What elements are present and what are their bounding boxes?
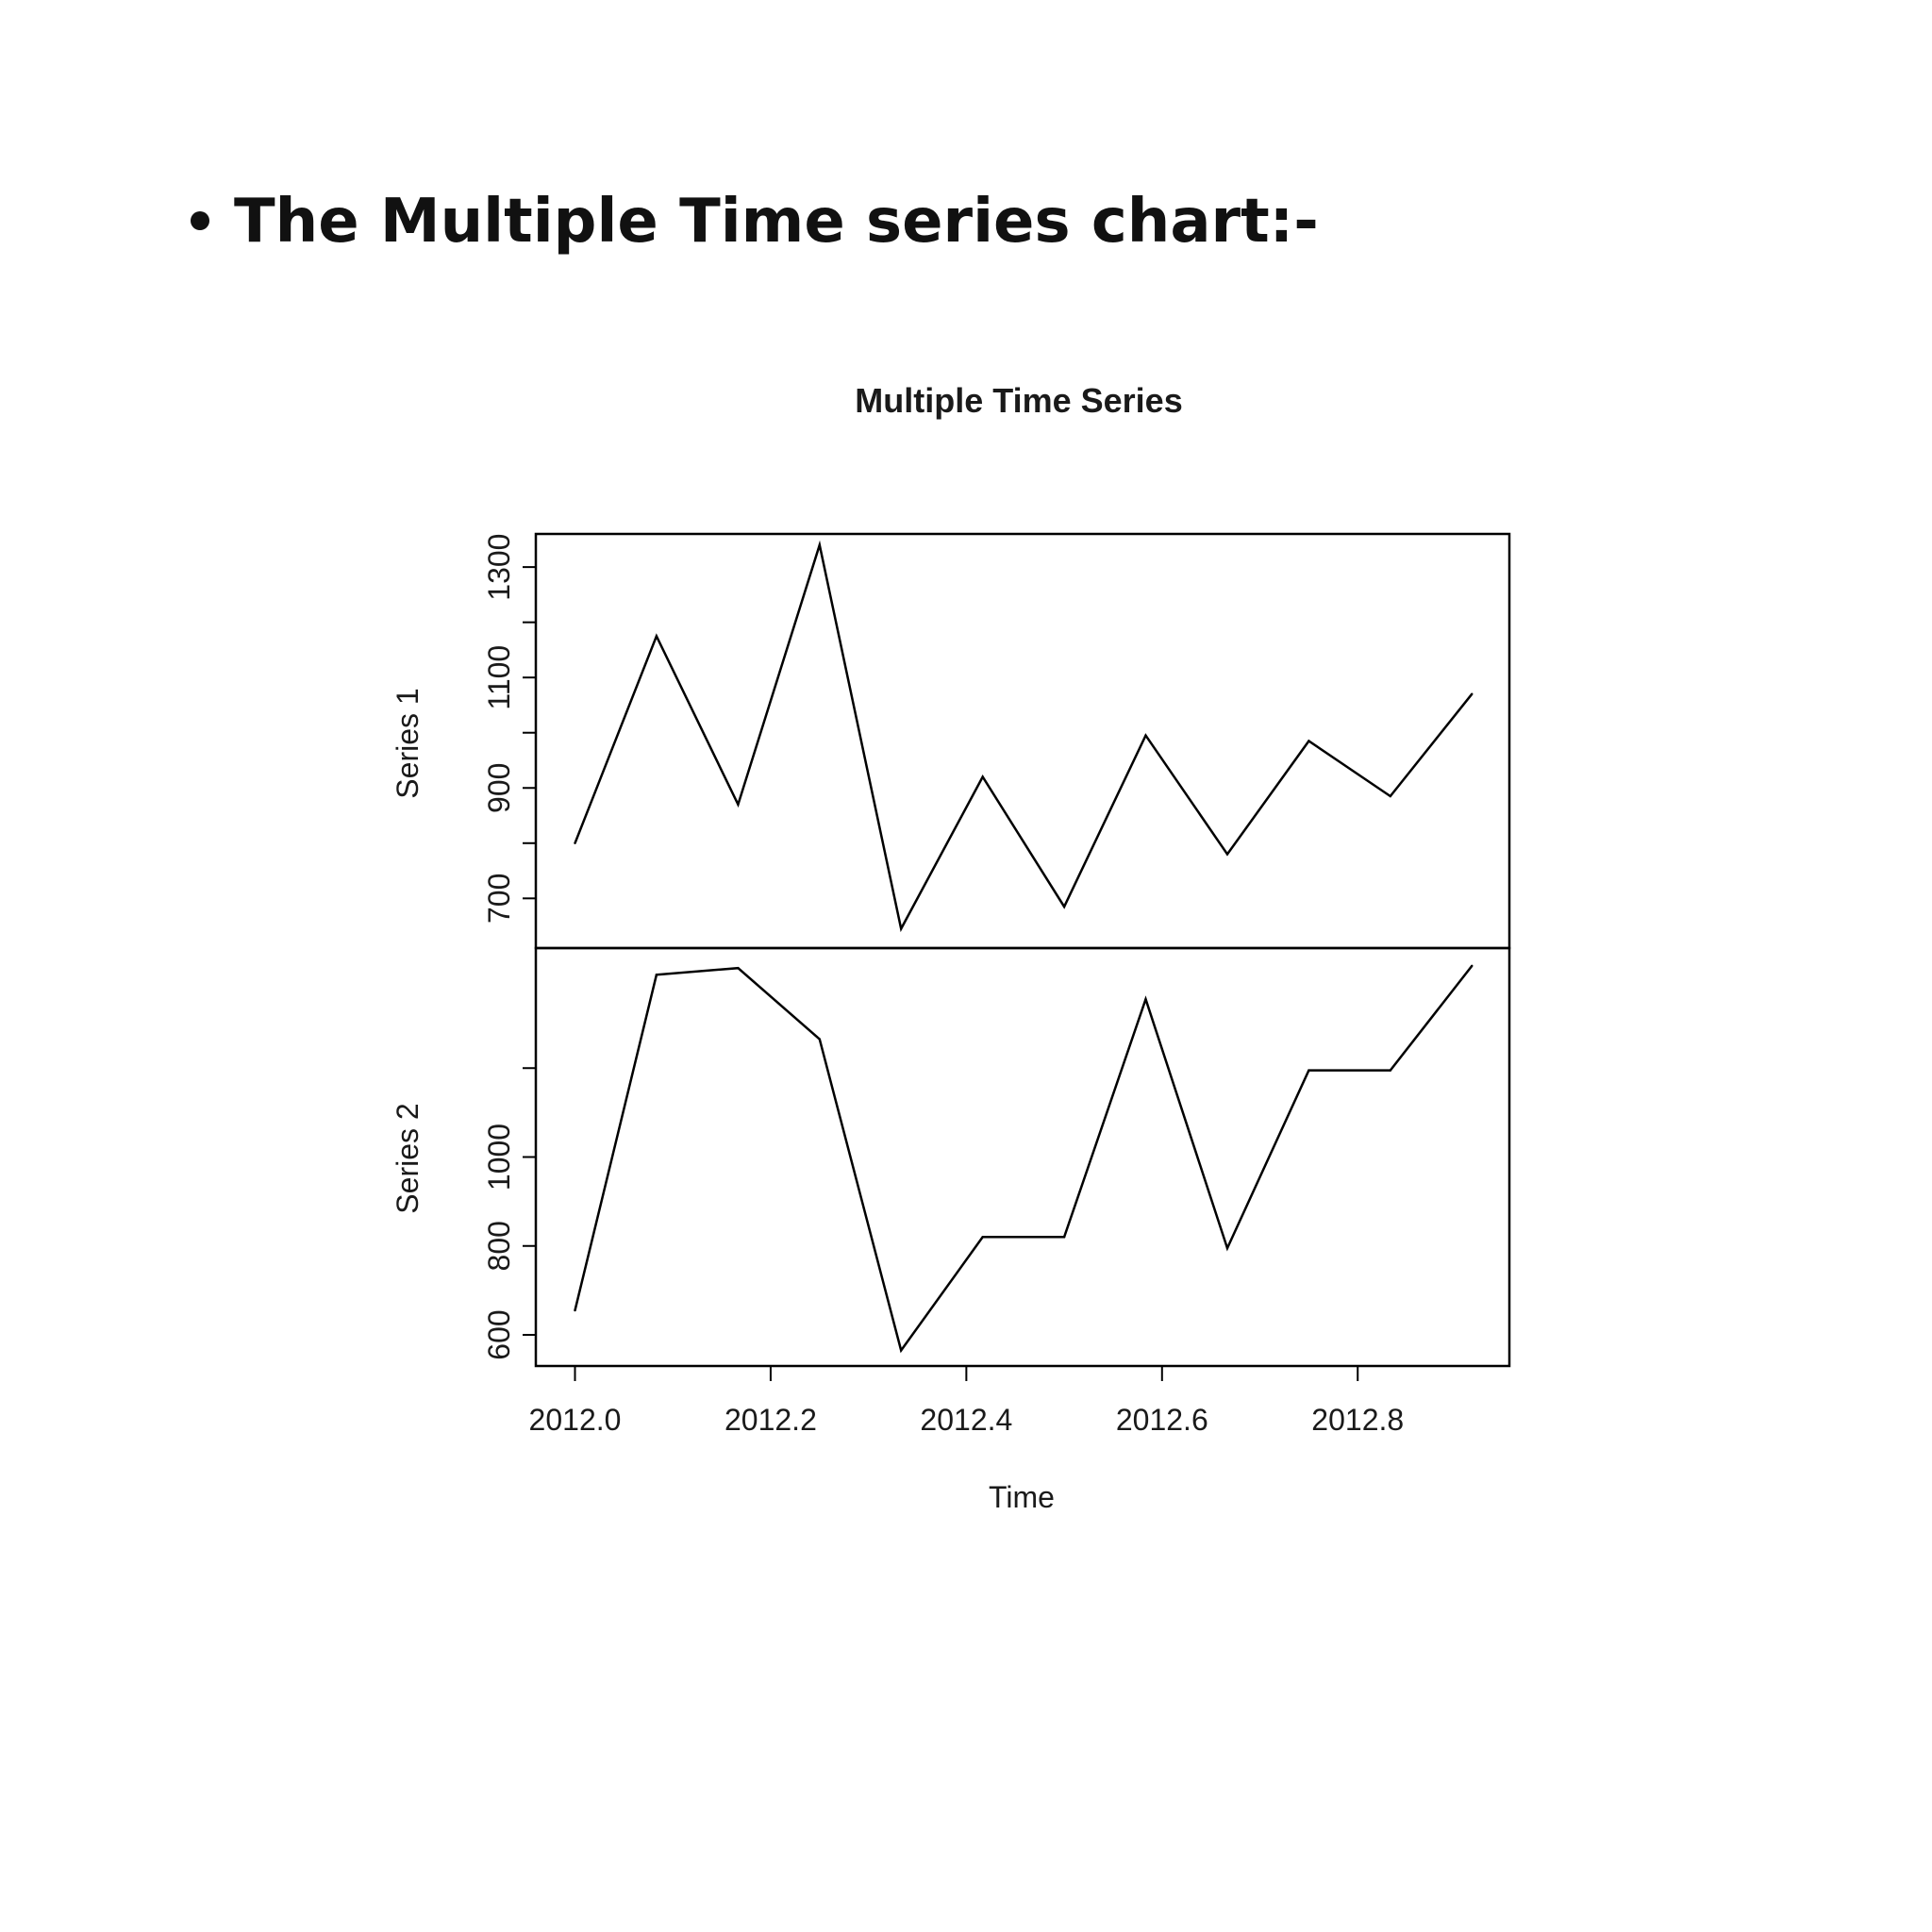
series-1-point xyxy=(981,775,984,778)
series-1-point xyxy=(1471,692,1474,695)
chart-title: Multiple Time Series xyxy=(855,381,1182,420)
series-1-y-tick-label: 1300 xyxy=(482,534,516,601)
series-1-point xyxy=(1225,853,1229,856)
series-1-panel-frame xyxy=(534,532,1511,950)
heading-bullet-item: The Multiple Time series chart:- xyxy=(191,187,1319,257)
series-2-point xyxy=(981,1236,984,1239)
x-tick-label: 2012.2 xyxy=(724,1403,817,1437)
series-1-point xyxy=(655,635,658,638)
series-2-point xyxy=(1389,1069,1391,1072)
series-1-point xyxy=(899,927,903,930)
series-1-point xyxy=(1389,794,1391,798)
series-2-point xyxy=(574,1308,576,1312)
bullet-icon xyxy=(191,210,209,230)
x-tick-label: 2012.4 xyxy=(920,1403,1012,1437)
series-1-point xyxy=(737,803,740,807)
series-2-line xyxy=(574,965,1474,1354)
chart-marks: 700 900 1100 1300 600 800 1000 2012.0 2012.2 2012… xyxy=(482,532,1511,1437)
series-1-point xyxy=(1144,734,1147,737)
series-2-panel-frame xyxy=(534,946,1511,1368)
heading-text: The Multiple Time series chart:- xyxy=(234,187,1319,257)
series-1-point xyxy=(1062,905,1066,908)
x-axis-label: Time xyxy=(989,1480,1055,1514)
series-2-point xyxy=(1144,997,1147,1001)
series-1-y-tick-label: 900 xyxy=(482,763,516,813)
series-2-point xyxy=(899,1349,903,1352)
series-2-point xyxy=(1225,1246,1229,1250)
series-1-y-tick-label: 700 xyxy=(482,874,516,924)
x-tick-label: 2012.0 xyxy=(529,1403,622,1437)
series-2-point xyxy=(818,1038,821,1041)
series-2-y-tick-label: 1000 xyxy=(482,1124,516,1191)
series-1-axis-label: Series 1 xyxy=(391,688,425,798)
series-2-point xyxy=(1471,964,1474,968)
series-2-point xyxy=(655,974,658,976)
series-2-point xyxy=(737,967,740,970)
series-1-point xyxy=(818,543,821,546)
series-1-y-tick-label: 1100 xyxy=(482,645,516,710)
x-tick-label: 2012.6 xyxy=(1116,1403,1208,1437)
series-2-point xyxy=(1062,1236,1066,1239)
x-tick-label: 2012.8 xyxy=(1311,1403,1404,1437)
series-2-point xyxy=(1307,1069,1310,1072)
series-1-line xyxy=(574,540,1474,933)
series-1-point xyxy=(574,841,576,844)
series-2-axis-label: Series 2 xyxy=(391,1103,425,1213)
series-2-y-tick-label: 800 xyxy=(482,1221,516,1271)
series-2-y-tick-label: 600 xyxy=(482,1309,516,1359)
series-1-point xyxy=(1307,740,1310,742)
